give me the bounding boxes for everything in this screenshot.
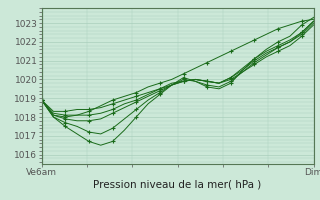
X-axis label: Pression niveau de la mer( hPa ): Pression niveau de la mer( hPa ) — [93, 180, 262, 190]
